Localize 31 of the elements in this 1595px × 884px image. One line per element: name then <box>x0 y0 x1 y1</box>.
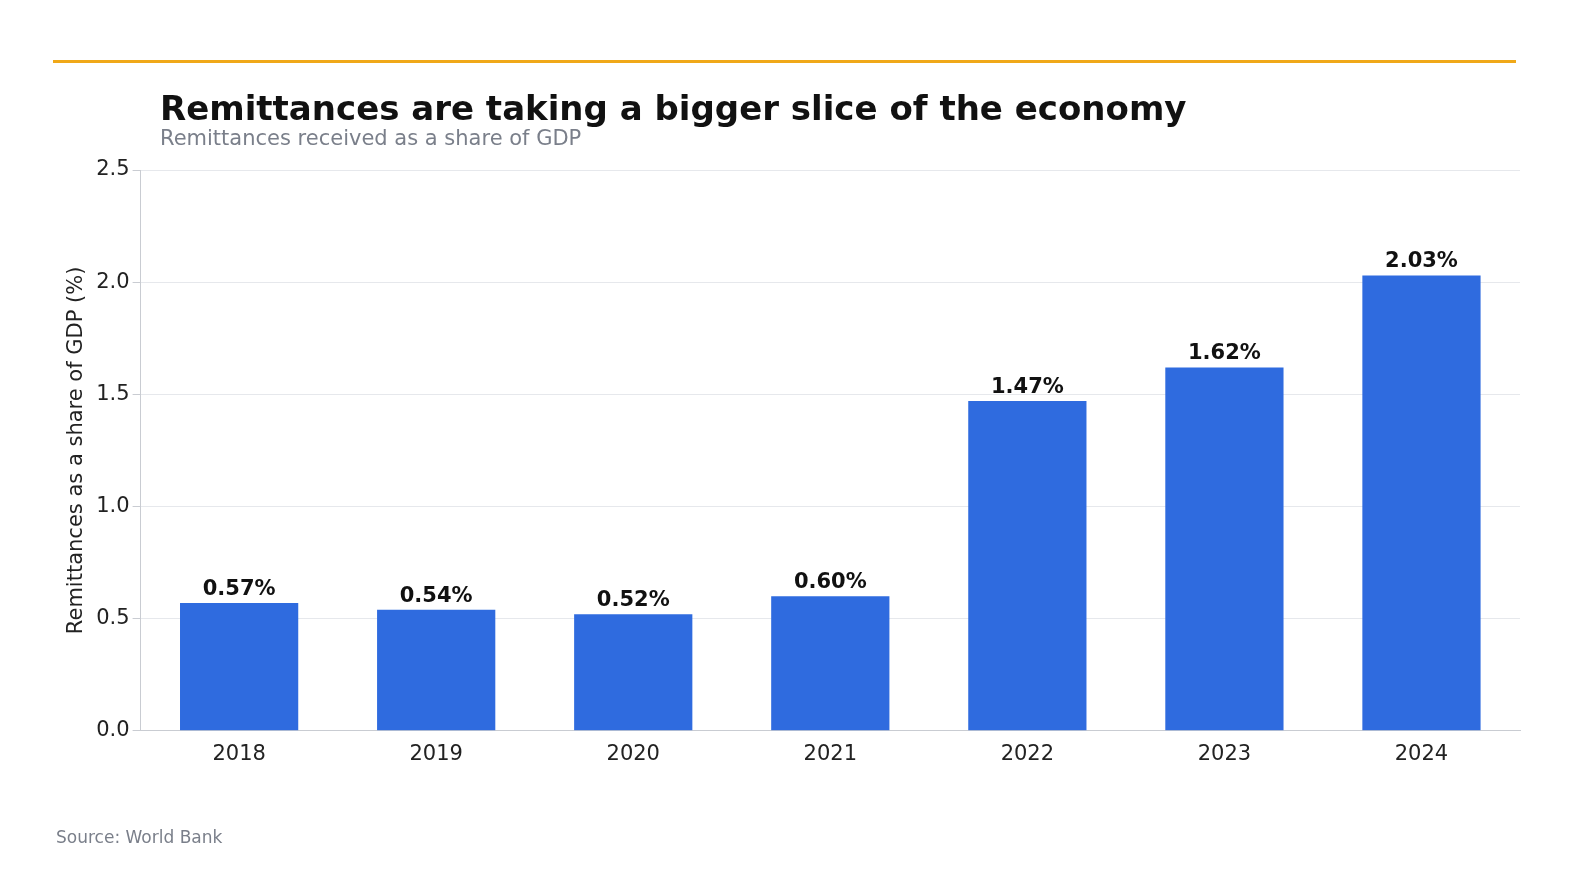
source-note: Source: World Bank <box>56 827 223 847</box>
y-tick-label: 2.5 <box>96 156 130 181</box>
y-tick-label: 2.0 <box>96 268 130 293</box>
data-label: 2.03% <box>1385 248 1458 273</box>
data-label: 0.52% <box>596 587 670 612</box>
chart-subtitle: Remittances received as a share of GDP <box>160 126 582 150</box>
bar <box>1362 275 1481 731</box>
bar <box>180 602 299 731</box>
y-tick-label: 1.0 <box>96 492 130 517</box>
data-label: 0.60% <box>793 569 867 594</box>
x-tick-label: 2018 <box>212 740 266 765</box>
bar <box>968 401 1087 731</box>
y-axis-title: Remittances as a share of GDP (%) <box>63 266 88 635</box>
bar <box>1165 367 1284 731</box>
data-label: 0.57% <box>202 575 276 600</box>
x-tick-label: 2019 <box>409 740 463 765</box>
x-tick-label: 2024 <box>1394 740 1449 765</box>
y-tick-label: 1.5 <box>96 380 130 405</box>
bar <box>377 609 496 731</box>
chart-title: Remittances are taking a bigger slice of the economy <box>160 88 1187 128</box>
data-label: 1.62% <box>1187 340 1261 365</box>
y-tick-label: 0.5 <box>96 605 130 630</box>
x-tick-label: 2023 <box>1197 740 1252 765</box>
y-tick-label: 0.0 <box>96 717 130 742</box>
x-tick-label: 2020 <box>606 740 660 765</box>
data-label: 0.54% <box>399 582 473 607</box>
x-tick-label: 2021 <box>803 740 858 765</box>
bar <box>574 614 693 731</box>
bar <box>771 596 890 731</box>
x-tick-label: 2022 <box>1000 740 1055 765</box>
data-label: 1.47% <box>990 374 1064 398</box>
